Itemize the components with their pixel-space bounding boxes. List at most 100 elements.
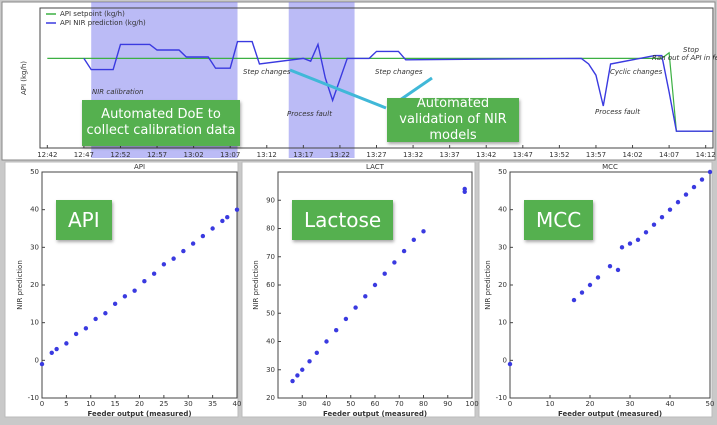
x-tick-label: 40 (322, 400, 331, 408)
y-tick-label: 50 (498, 168, 507, 176)
data-point (112, 301, 118, 307)
x-tick-label: 13:47 (513, 151, 533, 159)
data-point (579, 290, 585, 295)
x-tick-label: 20 (135, 400, 144, 408)
data-point (507, 361, 513, 367)
data-point (161, 262, 167, 267)
data-point (401, 248, 407, 254)
x-tick-label: 30 (298, 400, 307, 408)
data-point (619, 245, 625, 250)
x-tick-label: 14:07 (659, 151, 679, 159)
x-axis-label: Feeder output (measured) (87, 410, 191, 418)
y-tick-label: 60 (266, 281, 275, 289)
data-point (343, 316, 349, 322)
y-axis-label: API (kg/h) (20, 61, 28, 95)
data-point (615, 267, 621, 273)
x-tick-label: 10 (86, 400, 95, 408)
data-point (295, 373, 300, 378)
x-tick-label: 13:17 (293, 151, 313, 159)
data-point (334, 328, 339, 333)
arrow (399, 76, 433, 102)
data-point (707, 169, 713, 175)
x-tick-label: 60 (371, 400, 380, 408)
x-tick-label: 13:22 (330, 151, 350, 159)
chart-title: MCC (602, 163, 618, 171)
x-tick-label: 12:52 (110, 151, 130, 159)
chart-title: API (134, 163, 145, 171)
x-tick-label: 13:12 (257, 151, 277, 159)
y-tick-label: 50 (266, 309, 275, 317)
panel-callout: Lactose (292, 200, 394, 240)
data-point (132, 288, 137, 293)
data-point (225, 215, 230, 220)
y-tick-label: 20 (266, 394, 275, 402)
data-point (571, 297, 577, 303)
x-tick-label: 35 (208, 400, 217, 408)
data-point (659, 215, 665, 220)
x-tick-label: 50 (346, 400, 355, 408)
data-point (122, 294, 128, 299)
x-tick-label: 80 (419, 400, 428, 408)
y-tick-label: -10 (28, 394, 39, 402)
y-tick-label: 30 (266, 366, 275, 374)
x-tick-label: 14:12 (696, 151, 716, 159)
data-point (643, 230, 649, 235)
x-tick-label: 0 (40, 400, 44, 408)
callout: Automated DoE to collect calibration dat… (82, 100, 240, 146)
data-point (635, 237, 641, 242)
data-point (234, 207, 240, 212)
data-point (411, 237, 416, 242)
x-tick-label: 13:42 (476, 151, 496, 159)
data-point (300, 367, 305, 372)
data-point (607, 263, 613, 269)
annotation: Process fault (287, 110, 332, 118)
data-point (324, 339, 329, 344)
data-point (587, 282, 593, 288)
x-tick-label: 20 (586, 400, 595, 408)
x-tick-label: 13:27 (366, 151, 386, 159)
y-tick-label: -10 (496, 394, 507, 402)
data-point (93, 316, 98, 322)
x-axis-label: Feeder output (measured) (323, 410, 427, 418)
data-point (382, 271, 387, 276)
x-tick-label: 13:32 (403, 151, 423, 159)
x-tick-label: 10 (546, 400, 555, 408)
y-tick-label: 30 (30, 243, 39, 251)
data-point (307, 359, 312, 364)
x-tick-label: 5 (64, 400, 68, 408)
y-tick-label: 10 (30, 319, 39, 327)
data-point (49, 350, 54, 355)
data-point (39, 361, 45, 367)
data-point (627, 241, 633, 246)
y-tick-label: 0 (503, 356, 507, 364)
x-tick-label: 13:07 (220, 151, 240, 159)
y-tick-label: 20 (498, 281, 507, 289)
data-point (103, 311, 108, 316)
arrow (289, 68, 387, 110)
data-point (651, 222, 657, 227)
data-point (171, 256, 176, 261)
x-tick-label: 100 (465, 400, 478, 408)
data-point (392, 260, 397, 265)
y-tick-label: 40 (266, 338, 275, 346)
y-axis-label: NIR prediction (252, 260, 260, 310)
y-tick-label: 70 (266, 253, 275, 261)
x-tick-label: 50 (706, 400, 715, 408)
x-tick-label: 13:02 (184, 151, 204, 159)
data-point (210, 226, 215, 231)
panel-callout: API (56, 200, 112, 240)
y-tick-label: 40 (498, 206, 507, 214)
x-tick-label: 15 (111, 400, 120, 408)
x-axis-label: Feeder output (measured) (558, 410, 662, 418)
data-point (73, 331, 79, 337)
x-tick-label: 30 (184, 400, 193, 408)
y-tick-label: 80 (266, 225, 275, 233)
data-point (667, 207, 673, 212)
chart-title: LACT (366, 163, 385, 171)
y-axis-label: NIR prediction (16, 260, 24, 310)
data-point (54, 346, 59, 352)
highlight-span (288, 2, 355, 158)
callout: Automated validation of NIR models (387, 96, 519, 143)
data-point (363, 294, 368, 299)
